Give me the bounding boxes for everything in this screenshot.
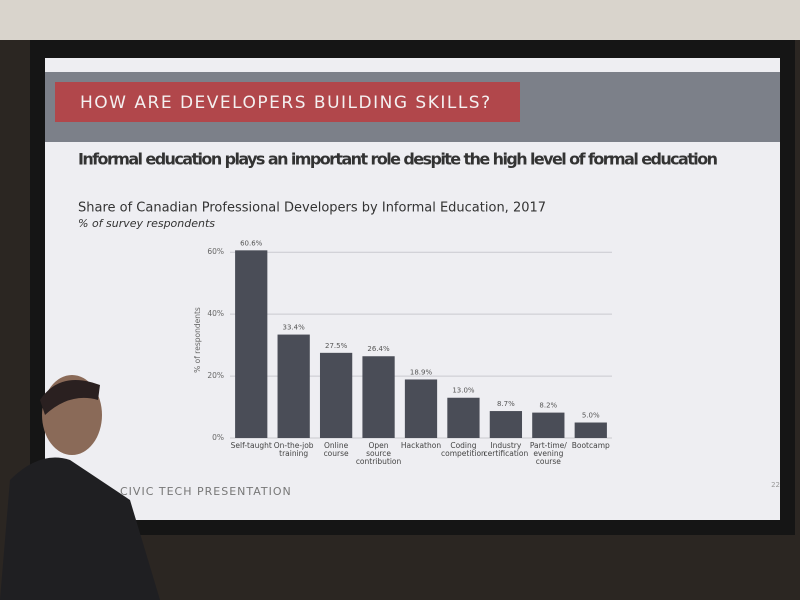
bar: [319, 352, 353, 438]
value-label: 60.6%: [240, 239, 263, 247]
header-label-bg: [55, 82, 520, 122]
bar: [404, 379, 438, 438]
value-label: 26.4%: [367, 345, 390, 353]
x-tick-label: Hackathon: [400, 441, 442, 450]
speaker-body: [0, 457, 160, 600]
x-tick-label: Part-time/ evening course: [529, 441, 567, 466]
x-tick-label: Industry certification: [483, 441, 529, 458]
chart-title: Share of Canadian Professional Developer…: [78, 201, 546, 216]
value-label: 27.5%: [325, 342, 348, 350]
speaker-hair: [40, 380, 100, 415]
y-tick-label: 20%: [207, 371, 224, 380]
x-tick-label: Online course: [323, 441, 349, 458]
x-tick-label: Coding competition: [441, 441, 486, 458]
bar: [235, 250, 268, 438]
value-label: 5.0%: [582, 412, 600, 420]
value-label: 8.7%: [497, 400, 515, 408]
x-tick-label: Open source contribution: [355, 441, 402, 466]
plot: 0% 20% 40% 60% 60.6% 33.4% 27.5% 26.4% 18.9% 13.0…: [207, 239, 612, 442]
bar: [489, 411, 523, 438]
page-number: 22: [771, 481, 780, 489]
ceiling: [0, 0, 800, 40]
value-label: 13.0%: [452, 387, 475, 395]
chart-subtitle: % of survey respondents: [78, 217, 215, 230]
x-tick-label: On-the-job training: [273, 441, 314, 458]
headline: Informal education plays an important ro…: [78, 150, 718, 169]
header-title: HOW ARE DEVELOPERS BUILDING SKILLS?: [80, 93, 492, 113]
y-tick-label: 0%: [212, 433, 224, 442]
bar: [447, 397, 480, 438]
bar: [277, 334, 310, 438]
bar: [362, 356, 395, 438]
value-label: 8.2%: [539, 402, 557, 410]
value-label: 33.4%: [283, 324, 306, 332]
bar: [532, 412, 565, 438]
y-tick-label: 40%: [207, 309, 224, 318]
footer-text: CIVIC TECH PRESENTATION: [120, 485, 292, 498]
x-tick-label: Bootcamp: [571, 441, 610, 450]
value-label: 18.9%: [410, 368, 433, 376]
x-tick-label: Self-taught: [230, 441, 272, 450]
y-tick-label: 60%: [207, 247, 224, 256]
bar: [574, 422, 607, 438]
y-axis-label: % of respondents: [193, 307, 202, 373]
